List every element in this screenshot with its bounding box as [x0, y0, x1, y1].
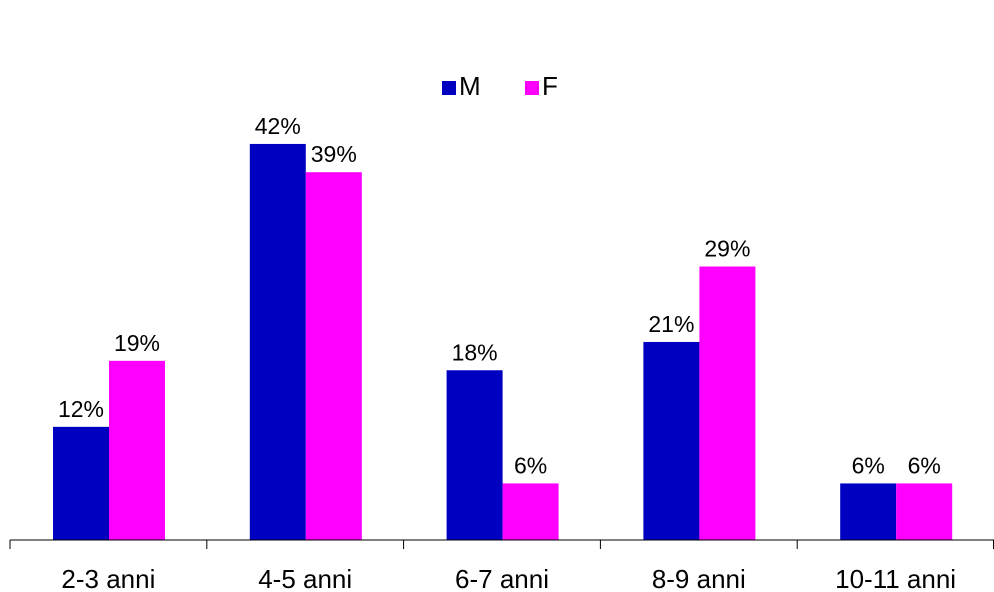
bar-f-5 [896, 483, 953, 540]
x-axis: 2-3 anni 4-5 anni 6-7 anni 8-9 anni 10-11 an… [9, 539, 994, 592]
legend-swatch-m [442, 81, 456, 95]
bar-m-2 [249, 143, 306, 540]
data-label-m-3: 18% [452, 339, 498, 365]
bar-f-2 [305, 172, 362, 541]
x-tick-label-2: 4-5 anni [258, 564, 352, 592]
data-label-m-1: 12% [58, 396, 104, 422]
data-label-f-3: 6% [514, 452, 547, 478]
bar-f-4 [699, 266, 756, 540]
bar-m-1 [53, 426, 109, 540]
bar-m-4 [643, 341, 700, 540]
bar-m-5 [840, 483, 897, 540]
bar-f-1 [109, 360, 165, 540]
bar-f-3 [502, 483, 559, 540]
legend-label-m: M [459, 71, 481, 101]
x-tick-label-4: 8-9 anni [652, 564, 746, 592]
x-tick-label-1: 2-3 anni [61, 564, 155, 592]
value-labels-layer: 12% 19% 42% 39% 18% 6% 21% 29% 6% 6% [58, 113, 941, 478]
data-label-m-5: 6% [852, 452, 885, 478]
legend-label-f: F [542, 71, 558, 101]
x-tick-label-5: 10-11 anni [835, 564, 956, 592]
data-label-f-4: 29% [704, 236, 750, 262]
x-tick-label-3: 6-7 anni [455, 564, 549, 592]
data-label-f-2: 39% [311, 141, 357, 167]
data-label-f-5: 6% [908, 452, 941, 478]
bars-layer [53, 143, 953, 541]
data-label-m-4: 21% [648, 311, 694, 337]
data-label-m-2: 42% [255, 113, 301, 139]
legend-swatch-f [525, 81, 539, 95]
bar-m-3 [446, 370, 503, 540]
data-label-f-1: 19% [114, 330, 160, 356]
